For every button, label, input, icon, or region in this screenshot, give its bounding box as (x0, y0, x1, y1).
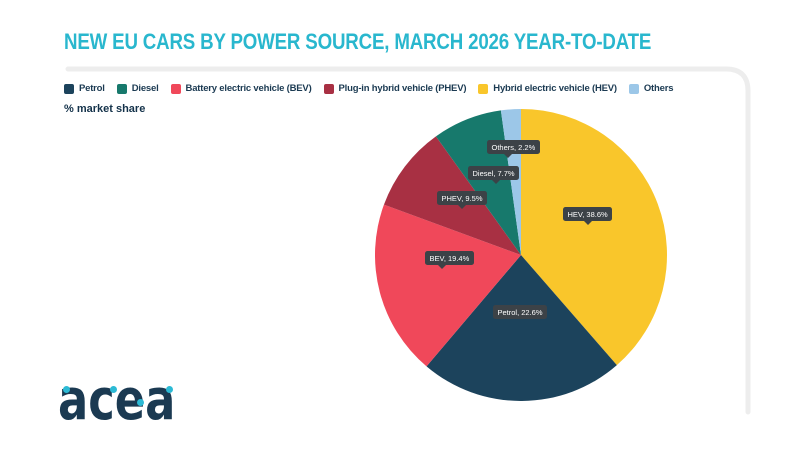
label-pointer (458, 204, 466, 209)
chart-title: NEW EU CARS BY POWER SOURCE, MARCH 2026 … (64, 29, 652, 54)
acea-logo: acea (58, 368, 193, 433)
legend-item-bev[interactable]: Battery electric vehicle (BEV) (170, 83, 312, 94)
logo-dot (137, 399, 144, 406)
legend-item-diesel[interactable]: Diesel (116, 83, 159, 94)
legend-label: Hybrid electric vehicle (HEV) (493, 83, 617, 94)
slice-label-diesel: Diesel, 7.7% (468, 166, 520, 184)
label-pointer (504, 153, 513, 158)
pie-chart (374, 109, 667, 402)
logo-dot (110, 386, 117, 393)
legend-label: Plug-in hybrid vehicle (PHEV) (338, 83, 467, 94)
label-pointer (438, 264, 447, 269)
slice-label-bev: BEV, 19.4% (425, 251, 474, 269)
slice-label-others: Others, 2.2% (487, 140, 540, 158)
slice-label-hev: HEV, 38.6% (563, 207, 613, 225)
unit-label: % market share (64, 103, 146, 115)
pie-slice-bev[interactable] (374, 204, 521, 367)
logo-dot (166, 386, 173, 393)
legend-swatch-bev (170, 83, 181, 94)
legend-swatch-diesel (116, 83, 127, 94)
legend-swatch-phev (323, 83, 334, 94)
legend-label: Diesel (131, 83, 159, 94)
label-pointer (583, 220, 592, 225)
legend-label: Others (643, 83, 674, 94)
legend-item-hev[interactable]: Hybrid electric vehicle (HEV) (478, 83, 617, 94)
slice-label-phev: PHEV, 9.5% (437, 191, 487, 209)
legend: Petrol Diesel Battery electric vehicle (BE… (64, 83, 673, 94)
legend-label: Battery electric vehicle (BEV) (185, 83, 312, 94)
legend-item-others[interactable]: Others (628, 83, 674, 94)
logo-dot (63, 386, 70, 393)
legend-swatch-hev (478, 83, 489, 94)
label-pointer (492, 179, 501, 184)
legend-item-phev[interactable]: Plug-in hybrid vehicle (PHEV) (323, 83, 467, 94)
legend-item-petrol[interactable]: Petrol (64, 83, 105, 94)
pie-slice-hev[interactable] (521, 109, 667, 366)
acea-logo-text: acea (58, 368, 176, 433)
legend-label: Petrol (79, 83, 105, 94)
legend-swatch-petrol (64, 83, 74, 94)
legend-swatch-others (628, 83, 639, 94)
slice-label-petrol: Petrol, 22.6% (493, 305, 548, 319)
pie-slice-petrol[interactable] (426, 255, 617, 402)
pie-wrap (374, 109, 667, 402)
